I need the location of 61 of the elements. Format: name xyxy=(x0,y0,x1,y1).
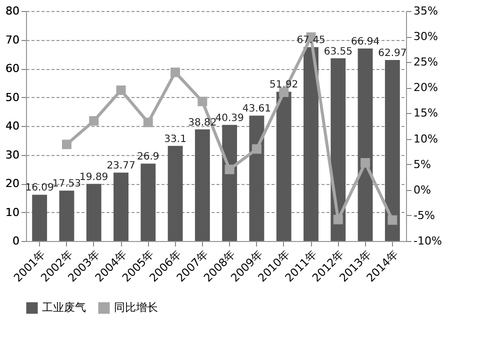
y2-tick-label: -10% xyxy=(414,234,442,248)
data-label: 26.9 xyxy=(137,152,160,163)
y-tick-label: 10 xyxy=(6,206,20,219)
legend-label: 工业废气 xyxy=(42,301,86,314)
point xyxy=(333,214,343,224)
y-tick-label: 70 xyxy=(6,33,20,46)
data-label: 63.55 xyxy=(324,46,352,58)
y-tick-label: 30 xyxy=(6,148,20,162)
bar xyxy=(358,48,373,241)
y2-tick-label: 15% xyxy=(414,106,438,120)
point xyxy=(388,215,398,225)
legend-label: 同比增长 xyxy=(114,301,158,314)
y-tick-label: 80 xyxy=(6,4,20,18)
data-label: 19.89 xyxy=(80,172,108,183)
bar xyxy=(330,58,346,241)
bar xyxy=(194,129,210,241)
point xyxy=(116,85,126,95)
point xyxy=(143,118,153,128)
point xyxy=(62,140,72,150)
data-label: 43.61 xyxy=(242,104,272,115)
point xyxy=(170,68,180,78)
point xyxy=(279,88,289,98)
y2-tick-label: 0% xyxy=(414,183,431,196)
bar xyxy=(384,60,400,241)
y-tick-label: 50 xyxy=(6,90,20,104)
y2-tick-label: -5% xyxy=(414,208,435,222)
bar xyxy=(222,124,238,241)
bar xyxy=(114,172,128,241)
y2-tick-label: 10% xyxy=(414,132,438,146)
bar xyxy=(86,184,102,241)
data-label: 33.1 xyxy=(164,134,186,145)
point xyxy=(89,116,99,126)
data-label: 66.94 xyxy=(350,36,380,48)
bar xyxy=(249,116,264,241)
data-label: 67.45 xyxy=(296,35,326,46)
data-label: 51.92 xyxy=(270,80,298,91)
y2-tick-label: 30% xyxy=(414,30,438,44)
y-tick-label: 40 xyxy=(6,120,20,132)
data-label: 17.53 xyxy=(52,178,82,190)
point xyxy=(224,164,234,174)
y2-tick-label: 20% xyxy=(414,81,438,94)
point xyxy=(360,158,370,168)
y2-tick-label: 35% xyxy=(414,4,438,18)
bar xyxy=(304,47,318,241)
data-label: 16.09 xyxy=(25,182,54,194)
y2-tick-label: 5% xyxy=(414,158,431,171)
bar xyxy=(32,194,48,241)
data-label: 38.82 xyxy=(188,117,217,128)
bar xyxy=(276,92,292,241)
point xyxy=(198,96,208,106)
data-label: 62.97 xyxy=(378,48,407,59)
data-label: 40.39 xyxy=(215,112,244,124)
y-tick-label: 60 xyxy=(6,62,20,75)
bar xyxy=(168,146,183,241)
y-tick-label: 20 xyxy=(6,177,20,190)
y2-tick-label: 25% xyxy=(414,56,438,69)
data-label: 23.77 xyxy=(106,160,136,172)
point xyxy=(252,144,262,154)
y-tick-label: 0 xyxy=(12,234,20,248)
bar xyxy=(59,190,74,241)
bar xyxy=(140,164,156,241)
